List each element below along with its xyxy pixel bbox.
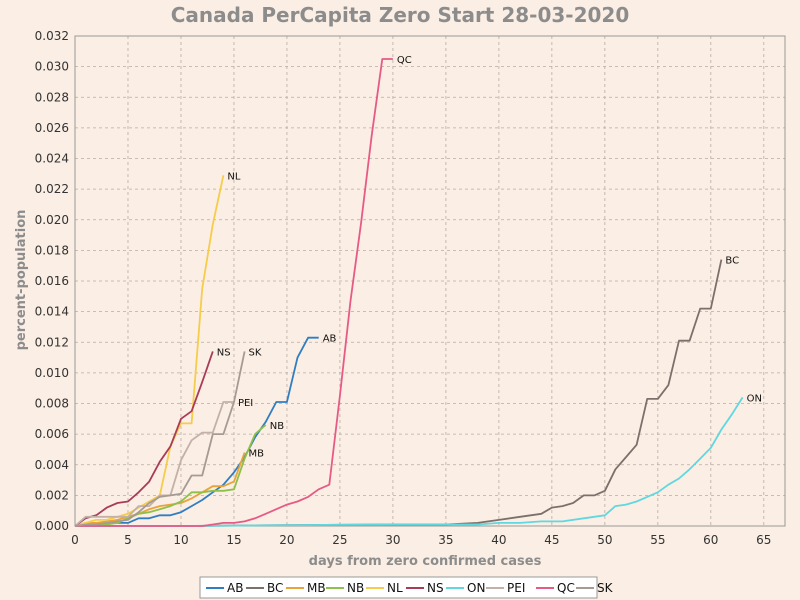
- series-lines: [74, 58, 744, 527]
- series-line-ns: [74, 351, 214, 527]
- end-label-bc: BC: [725, 256, 739, 267]
- y-tick-label: 0.020: [35, 213, 69, 227]
- y-tick-label: 0.030: [35, 60, 69, 74]
- series-line-nb: [74, 424, 267, 527]
- x-axis-label: days from zero confirmed cases: [309, 554, 542, 569]
- series-line-bc: [75, 259, 723, 527]
- legend-label-nb: NB: [347, 581, 364, 595]
- x-tick-label: 0: [71, 533, 79, 547]
- end-label-on: ON: [747, 393, 762, 404]
- y-tick-label: 0.032: [35, 29, 69, 43]
- x-tick-label: 60: [703, 533, 718, 547]
- x-tick-label: 30: [385, 533, 400, 547]
- legend-label-on: ON: [467, 581, 485, 595]
- series-line-mb: [74, 452, 246, 527]
- end-label-mb: MB: [249, 449, 265, 460]
- x-tick-label: 65: [756, 533, 771, 547]
- x-tick-label: 50: [597, 533, 612, 547]
- y-tick-label: 0.016: [35, 274, 69, 288]
- y-tick-label: 0.028: [35, 90, 69, 104]
- grid: [74, 35, 785, 527]
- y-tick-label: 0.008: [35, 397, 69, 411]
- axes: 0.000 0.002 0.004 0.006 0.008 0.010 0.012 0.014…: [35, 29, 786, 547]
- y-tick-label: 0.000: [35, 519, 69, 533]
- end-label-qc: QC: [397, 55, 412, 66]
- y-tick-label: 0.010: [35, 366, 69, 380]
- y-tick-label: 0.018: [35, 243, 69, 257]
- y-tick-label: 0.004: [35, 458, 69, 472]
- y-tick-label: 0.022: [35, 182, 69, 196]
- x-tick-label: 15: [226, 533, 241, 547]
- plot-area: [74, 35, 786, 527]
- legend-label-nl: NL: [387, 581, 403, 595]
- x-tick-label: 45: [544, 533, 559, 547]
- end-label-ab: AB: [323, 334, 337, 345]
- x-tick-label: 35: [438, 533, 453, 547]
- end-label-ns: NS: [217, 347, 231, 358]
- end-label-sk: SK: [249, 347, 262, 358]
- series-line-nl: [74, 175, 225, 527]
- x-tick-label: 55: [650, 533, 665, 547]
- x-tick-label: 25: [332, 533, 347, 547]
- series-line-sk: [74, 351, 246, 527]
- legend: AB BC MB NB NL NS ON PEI QC SK: [199, 576, 614, 599]
- y-tick-label: 0.002: [35, 488, 69, 502]
- y-tick-label: 0.006: [35, 427, 69, 441]
- y-axis-label: percent-population: [14, 210, 29, 351]
- legend-label-sk: SK: [597, 581, 614, 595]
- legend-label-ns: NS: [427, 581, 444, 595]
- legend-label-ab: AB: [227, 581, 243, 595]
- x-tick-label: 5: [124, 533, 132, 547]
- end-label-pei: PEI: [238, 398, 253, 409]
- series-line-on: [75, 396, 744, 527]
- legend-label-mb: MB: [307, 581, 326, 595]
- series-line-qc: [75, 58, 393, 527]
- y-tick-label: 0.026: [35, 121, 69, 135]
- legend-box: [199, 576, 598, 599]
- y-tick-label: 0.012: [35, 335, 69, 349]
- x-tick-label: 40: [491, 533, 506, 547]
- series-end-labels: QC NL BC AB NS SK ON PEI NB MB: [217, 55, 762, 460]
- legend-label-pei: PEI: [507, 581, 525, 595]
- chart-title: Canada PerCapita Zero Start 28-03-2020: [171, 3, 630, 27]
- y-tick-label: 0.014: [35, 305, 69, 319]
- x-tick-label: 20: [279, 533, 294, 547]
- y-tick-label: 0.024: [35, 152, 69, 166]
- end-label-nl: NL: [227, 171, 240, 182]
- legend-label-bc: BC: [267, 581, 283, 595]
- x-tick-label: 10: [173, 533, 188, 547]
- legend-label-qc: QC: [557, 581, 575, 595]
- end-label-nb: NB: [270, 421, 284, 432]
